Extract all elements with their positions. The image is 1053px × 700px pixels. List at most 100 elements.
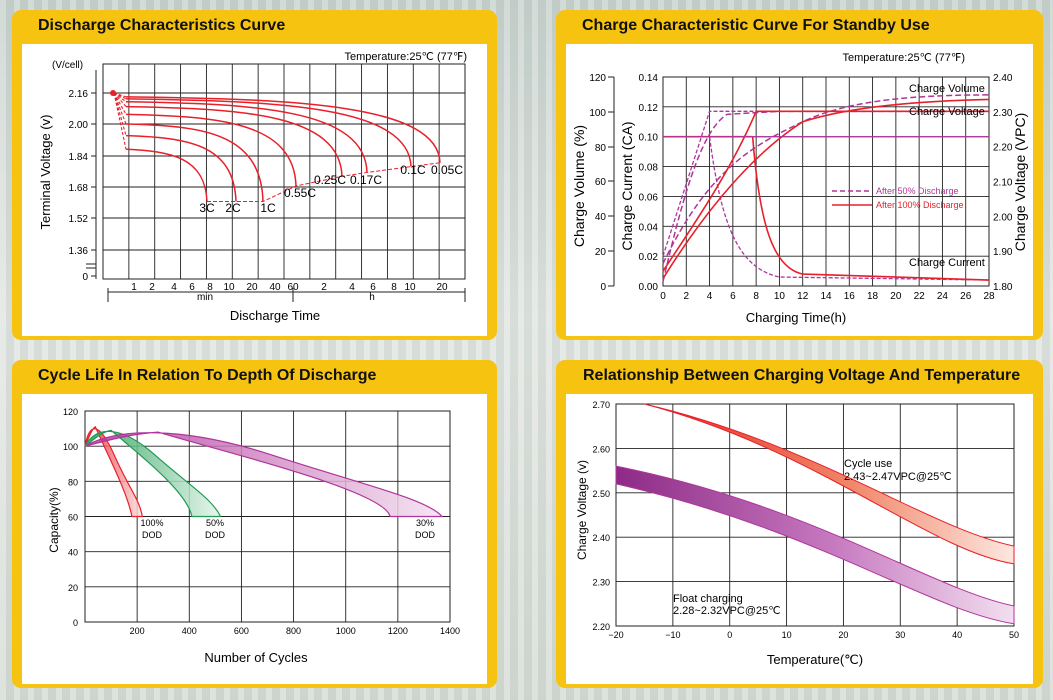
volume-tick-label: 0 — [600, 282, 606, 293]
initial-drop-line — [113, 92, 127, 98]
dod-label-line2: DOD — [415, 530, 436, 540]
charge-voltage-label: Charge Voltage — [909, 106, 985, 118]
x-tick-label: 4 — [707, 291, 713, 302]
x-tick-label: 10 — [404, 282, 416, 293]
y-tick-label: 120 — [63, 407, 78, 417]
x-tick-label: 40 — [952, 630, 962, 640]
charge-volume-50-line — [662, 94, 990, 264]
x-tick-label: 1 — [131, 282, 137, 293]
x-tick-label: 26 — [960, 291, 972, 302]
discharge-curve — [125, 96, 441, 163]
y-tick-label: 2.00 — [69, 120, 89, 131]
x-tick-label: 2 — [321, 282, 327, 293]
y-unit-label: (V/cell) — [52, 60, 83, 71]
x-tick-label: 400 — [182, 626, 197, 636]
x-tick-label: 8 — [753, 291, 759, 302]
charge-current-decay-100-line — [751, 136, 990, 281]
series-label-0.55C: 0.55C — [284, 186, 316, 200]
volume-tick-label: 100 — [589, 108, 606, 119]
volume-tick-label: 80 — [595, 143, 607, 154]
x-axis-label: Temperature(℃) — [767, 652, 863, 667]
x-axis-label: Discharge Time — [230, 308, 320, 323]
voltage-tick-label: 2.20 — [993, 143, 1013, 154]
float-charging-band — [615, 465, 1015, 625]
x-group-label: h — [369, 292, 375, 303]
dod-label-line1: 100% — [140, 518, 163, 528]
y-tick-label: 1.52 — [69, 214, 89, 225]
x-tick-label: 0 — [660, 291, 666, 302]
series-label-1C: 1C — [260, 201, 276, 215]
x-axis-label: Charging Time(h) — [746, 310, 846, 325]
x-tick-label: 600 — [234, 626, 249, 636]
initial-drop-line — [113, 92, 127, 136]
y-tick-label: 80 — [68, 477, 78, 487]
initial-drop-line — [113, 92, 127, 107]
y-tick-label: 100 — [63, 442, 78, 452]
y-tick-label: 40 — [68, 548, 78, 558]
x-tick-label: 30 — [895, 630, 905, 640]
x-tick-label: 60 — [287, 282, 299, 293]
discharge-curve — [125, 98, 412, 167]
x-tick-label: 14 — [820, 291, 832, 302]
y-axis-label: Capacity(%) — [47, 487, 61, 552]
volume-tick-label: 20 — [595, 247, 607, 258]
x-tick-label: 6 — [730, 291, 736, 302]
current-tick-label: 0.10 — [639, 133, 659, 144]
x-tick-label: 6 — [189, 282, 195, 293]
discharge-curve — [125, 100, 368, 173]
discharge-curve — [125, 134, 237, 202]
x-tick-label: 200 — [130, 626, 145, 636]
y-tick-label: 2.60 — [592, 444, 610, 454]
y-tick-label: 0 — [73, 618, 78, 628]
discharge-curve — [125, 123, 264, 202]
charge-voltage-100-line — [662, 110, 989, 272]
float-charging-label: Float charging — [673, 593, 743, 605]
discharge-curve — [125, 113, 297, 187]
x-axis-label: Number of Cycles — [204, 650, 308, 665]
x-tick-label: 10 — [774, 291, 786, 302]
x-tick-label: 20 — [246, 282, 258, 293]
x-tick-label: 1200 — [388, 626, 408, 636]
panel-title: Discharge Characteristics Curve — [38, 17, 286, 34]
initial-drop-line — [113, 92, 127, 115]
x-tick-label: 1000 — [336, 626, 356, 636]
chart-area — [566, 44, 1033, 336]
legend-label-100: After 100% Discharge — [876, 200, 964, 210]
plot-frame — [662, 76, 990, 287]
charge-current-50-line — [662, 110, 757, 257]
x-tick-label: −10 — [665, 630, 680, 640]
current-tick-label: 0.14 — [639, 73, 659, 84]
legend-label-50: After 50% Discharge — [876, 186, 959, 196]
x-tick-label: 4 — [349, 282, 355, 293]
voltage-tick-label: 2.10 — [993, 178, 1013, 189]
panel-title: Cycle Life In Relation To Depth Of Disch… — [38, 367, 377, 384]
plot-frame — [615, 403, 1015, 627]
y-tick-label: 2.70 — [592, 400, 610, 410]
volume-tick-label: 40 — [595, 212, 607, 223]
end-voltage-line — [207, 162, 441, 202]
voltage-tick-label: 2.30 — [993, 108, 1013, 119]
y-tick-label: 2.40 — [592, 533, 610, 543]
charge-volume-label: Charge Volume — [909, 83, 985, 95]
x-tick-label: 16 — [844, 291, 856, 302]
current-tick-label: 0.04 — [639, 222, 659, 233]
voltage-tick-label: 1.80 — [993, 282, 1013, 293]
y-axis-label: Charge Voltage (v) — [575, 460, 589, 560]
plot-frame — [84, 410, 451, 623]
x-tick-label: 2 — [684, 291, 690, 302]
series-label-0.17C: 0.17C — [350, 173, 382, 187]
float-charging-range: 2.28~2.32VPC@25℃ — [673, 605, 781, 617]
panel-charge: Charge Characteristic Curve For Standby … — [556, 10, 1043, 340]
current-tick-label: 0.08 — [639, 163, 659, 174]
dod-label-line2: DOD — [142, 530, 163, 540]
current-tick-label: 0.12 — [639, 103, 659, 114]
x-tick-label: 0 — [727, 630, 732, 640]
x-tick-label: 40 — [269, 282, 281, 293]
temperature-note: Temperature:25℃ (77℉) — [345, 51, 467, 63]
charge-voltage-axis-label: Charge Voltage (VPC) — [1012, 113, 1028, 252]
x-tick-label: 12 — [797, 291, 809, 302]
x-tick-label: 10 — [223, 282, 235, 293]
x-tick-label: 1400 — [440, 626, 460, 636]
